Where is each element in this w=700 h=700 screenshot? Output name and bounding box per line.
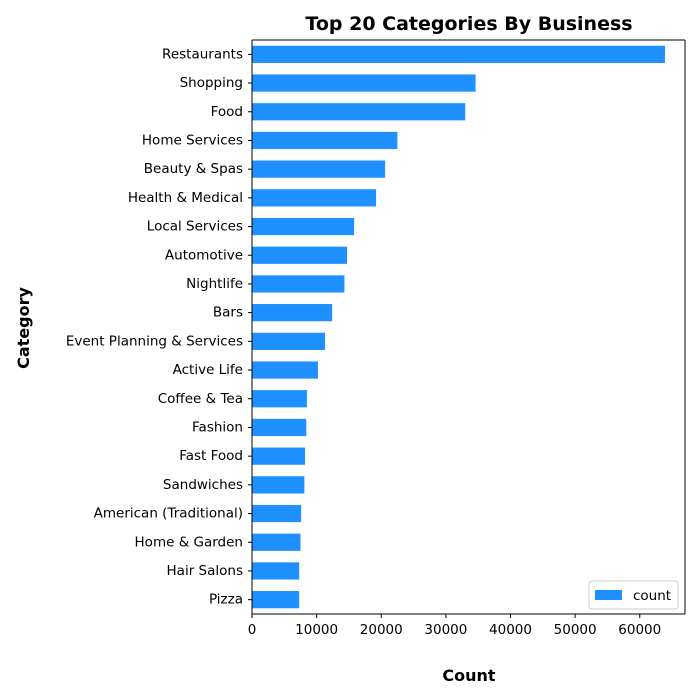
y-tick-label: Shopping (180, 75, 243, 91)
bar (252, 275, 345, 293)
y-tick-label: Health & Medical (128, 190, 243, 206)
y-tick-label: Home & Garden (135, 534, 243, 550)
bar (252, 332, 326, 350)
y-axis-label: Category (14, 287, 33, 369)
bar (252, 476, 305, 494)
x-tick-label: 50000 (554, 622, 597, 638)
bar (252, 217, 355, 236)
chart-title: Top 20 Categories By Business (305, 13, 632, 35)
bar (252, 103, 466, 121)
y-tick-label: Local Services (147, 219, 243, 235)
bar (252, 131, 398, 150)
legend-label: count (633, 588, 671, 604)
bar (252, 45, 665, 63)
legend: count (588, 580, 679, 610)
y-tick-label: Home Services (142, 132, 243, 148)
y-tick-label: Fast Food (179, 448, 243, 464)
y-tick-label: Pizza (209, 592, 243, 608)
y-tick-label: Coffee & Tea (158, 391, 243, 407)
bar (252, 390, 307, 408)
x-tick-label: 20000 (360, 622, 403, 638)
y-tick-label: Beauty & Spas (144, 161, 243, 177)
legend-box (588, 580, 679, 610)
bar (252, 189, 377, 207)
bar (252, 74, 476, 92)
bar (252, 504, 302, 523)
x-axis-label: Count (442, 666, 496, 685)
y-tick-label: Hair Salons (167, 563, 243, 579)
y-tick-label: Nightlife (186, 276, 243, 292)
y-tick-label: Restaurants (162, 46, 243, 62)
y-tick-label: Bars (213, 305, 243, 321)
bar (252, 418, 307, 437)
bar (252, 447, 305, 465)
bar (252, 304, 333, 322)
x-tick-label: 10000 (295, 622, 338, 638)
x-tick-label: 30000 (424, 622, 467, 638)
y-tick-label: Fashion (192, 419, 243, 435)
y-tick-label: American (Traditional) (94, 506, 243, 522)
bar (252, 591, 300, 609)
x-tick-label: 60000 (618, 622, 661, 638)
x-axis-ticks: 0 10000 20000 30000 40000 50000 60000 (248, 614, 661, 638)
y-axis-ticks: Restaurants Shopping Food Home Services Beau… (66, 46, 252, 608)
bar (252, 533, 301, 551)
bar (252, 361, 318, 379)
legend-swatch (595, 590, 622, 600)
y-tick-label: Automotive (165, 247, 243, 263)
bar (252, 246, 348, 264)
bar (252, 562, 300, 580)
y-tick-label: Event Planning & Services (66, 333, 243, 349)
x-tick-label: 0 (248, 622, 257, 638)
y-tick-label: Food (211, 104, 243, 120)
x-tick-label: 40000 (489, 622, 532, 638)
plot-frame (251, 39, 686, 615)
y-tick-label: Active Life (173, 362, 243, 378)
bar (252, 160, 386, 178)
y-tick-label: Sandwiches (163, 477, 243, 493)
bars-group (252, 45, 665, 609)
